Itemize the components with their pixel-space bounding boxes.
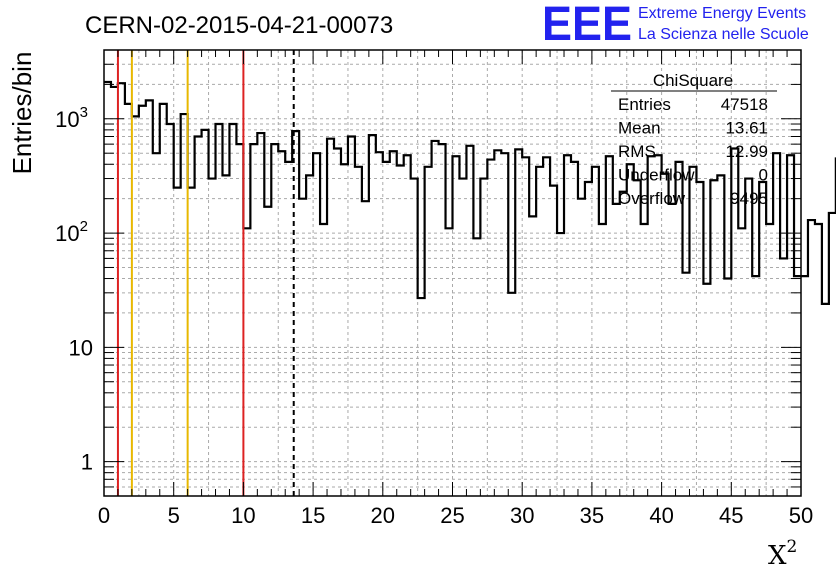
chart-title: CERN-02-2015-04-21-00073 xyxy=(85,12,393,39)
eee-logo-line2: La Scienza nelle Scuole xyxy=(638,26,809,43)
stats-title: ChiSquare xyxy=(653,71,733,90)
y-tick-label-base: 1 xyxy=(81,450,93,475)
x-axis-label-base: X xyxy=(768,541,787,571)
y-tick-label: 103 xyxy=(55,104,88,132)
y-tick-label-exponent: 2 xyxy=(80,218,88,235)
x-tick-label: 35 xyxy=(580,503,604,528)
stats-row-value: 0 xyxy=(759,166,768,185)
x-tick-label: 20 xyxy=(371,503,395,528)
x-tick-label: 40 xyxy=(649,503,673,528)
stats-row-label: Underflow xyxy=(618,166,695,185)
axis-ticks xyxy=(103,49,802,497)
stats-row-label: Overflow xyxy=(618,189,686,208)
x-tick-label: 45 xyxy=(719,503,743,528)
grid xyxy=(103,49,802,497)
stats-box: ChiSquare Entries 47518 Mean 13.61 RMS 12.99 U… xyxy=(611,71,777,208)
y-tick-label: 10 xyxy=(69,335,93,360)
histogram xyxy=(104,80,836,305)
y-tick-label-exponent: 3 xyxy=(80,104,88,121)
x-tick-labels: 0 5 10 15 20 25 30 35 40 45 50 xyxy=(98,503,813,528)
stats-row-value: 9495 xyxy=(730,189,768,208)
x-tick-label: 10 xyxy=(231,503,255,528)
y-tick-label-base: 10 xyxy=(55,221,79,246)
y-tick-label: 102 xyxy=(55,218,88,246)
y-tick-label: 1 xyxy=(81,450,93,475)
reference-lines xyxy=(116,50,295,496)
y-tick-label-base: 10 xyxy=(69,335,93,360)
histogram-outline xyxy=(104,80,836,305)
x-tick-label: 25 xyxy=(440,503,464,528)
x-axis-label-superscript: 2 xyxy=(787,537,798,557)
x-axis-label: X2 xyxy=(768,537,797,571)
eee-logo-mark: EEE xyxy=(542,0,632,51)
stats-row-value: 13.61 xyxy=(725,119,768,138)
stats-row-value: 47518 xyxy=(721,95,768,114)
eee-logo-line1: Extreme Energy Events xyxy=(638,5,806,22)
x-tick-label: 5 xyxy=(168,503,180,528)
y-axis-label: Entries/bin xyxy=(7,52,37,175)
x-tick-label: 0 xyxy=(98,503,110,528)
x-tick-label: 15 xyxy=(301,503,325,528)
x-tick-label: 30 xyxy=(510,503,534,528)
stats-row-label: Mean xyxy=(618,119,661,138)
stats-rows: Entries 47518 Mean 13.61 RMS 12.99 Underflow 0 O… xyxy=(618,95,768,208)
stats-row-label: RMS xyxy=(618,142,656,161)
x-tick-label: 50 xyxy=(789,503,813,528)
stats-row-label: Entries xyxy=(618,95,671,114)
y-tick-label-base: 10 xyxy=(55,107,79,132)
stats-row-value: 12.99 xyxy=(725,142,768,161)
eee-logo: EEE Extreme Energy Events La Scienza nel… xyxy=(542,0,809,51)
